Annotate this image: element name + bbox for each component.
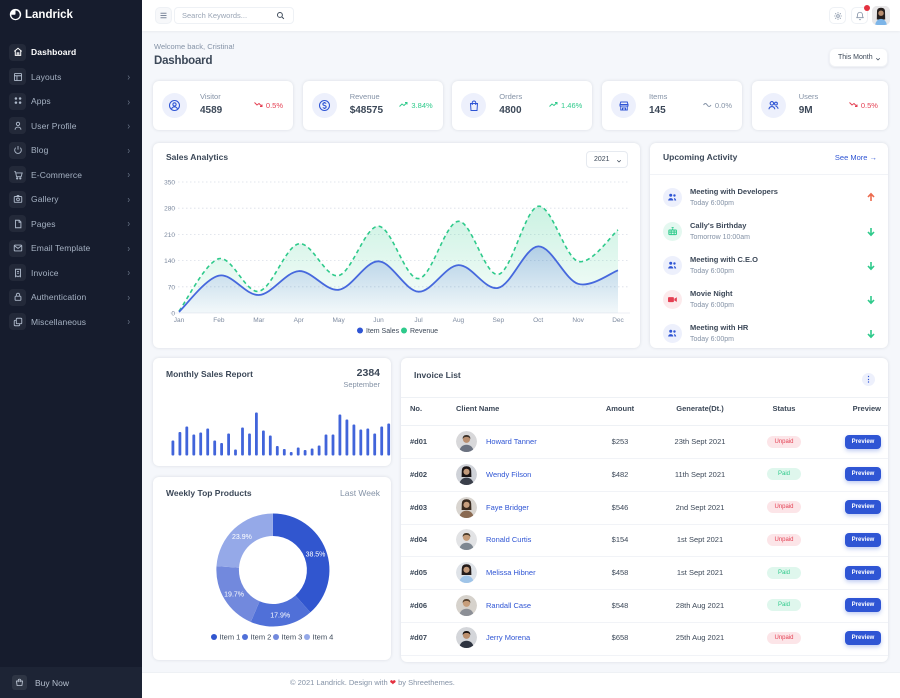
svg-text:Jan: Jan bbox=[174, 317, 185, 324]
svg-text:Jun: Jun bbox=[373, 317, 384, 324]
svg-text:Item 1: Item 1 bbox=[220, 633, 241, 642]
svg-text:Tomorrow 10:00am: Tomorrow 10:00am bbox=[690, 234, 750, 241]
svg-text:Apr: Apr bbox=[294, 317, 305, 324]
svg-text:Aug: Aug bbox=[453, 317, 465, 324]
svg-text:0: 0 bbox=[171, 311, 175, 318]
svg-text:Movie Night: Movie Night bbox=[690, 289, 733, 298]
svg-text:Revenue: Revenue bbox=[410, 328, 438, 335]
svg-text:May: May bbox=[332, 317, 345, 324]
svg-text:140: 140 bbox=[164, 258, 175, 265]
svg-text:Cally's Birthday: Cally's Birthday bbox=[690, 221, 747, 230]
svg-text:Today 6:00pm: Today 6:00pm bbox=[690, 200, 734, 207]
svg-text:Today 6:00pm: Today 6:00pm bbox=[690, 302, 734, 309]
svg-text:Today 6:00pm: Today 6:00pm bbox=[690, 336, 734, 343]
svg-text:Mar: Mar bbox=[253, 317, 265, 324]
svg-text:280: 280 bbox=[164, 206, 175, 213]
svg-text:210: 210 bbox=[164, 232, 175, 239]
svg-text:Dec: Dec bbox=[612, 317, 624, 324]
svg-text:19.7%: 19.7% bbox=[224, 591, 244, 598]
svg-text:Today 6:00pm: Today 6:00pm bbox=[690, 268, 734, 275]
svg-text:38.5%: 38.5% bbox=[306, 551, 326, 558]
svg-text:Item 4: Item 4 bbox=[313, 633, 334, 642]
svg-text:Oct: Oct bbox=[533, 317, 543, 324]
svg-text:Meeting with C.E.O: Meeting with C.E.O bbox=[690, 255, 758, 264]
svg-text:Meeting with HR: Meeting with HR bbox=[690, 323, 749, 332]
svg-text:Meeting with Developers: Meeting with Developers bbox=[690, 187, 778, 196]
svg-text:Item 3: Item 3 bbox=[282, 633, 303, 642]
svg-text:Item 2: Item 2 bbox=[251, 633, 272, 642]
svg-text:70: 70 bbox=[168, 284, 176, 291]
svg-text:350: 350 bbox=[164, 180, 175, 187]
svg-text:Sep: Sep bbox=[493, 317, 505, 324]
svg-text:Item Sales: Item Sales bbox=[366, 328, 400, 335]
svg-text:17.9%: 17.9% bbox=[270, 612, 290, 619]
svg-text:23.9%: 23.9% bbox=[232, 534, 252, 541]
svg-text:Feb: Feb bbox=[213, 317, 225, 324]
svg-text:Jul: Jul bbox=[414, 317, 423, 324]
svg-text:Nov: Nov bbox=[572, 317, 584, 324]
